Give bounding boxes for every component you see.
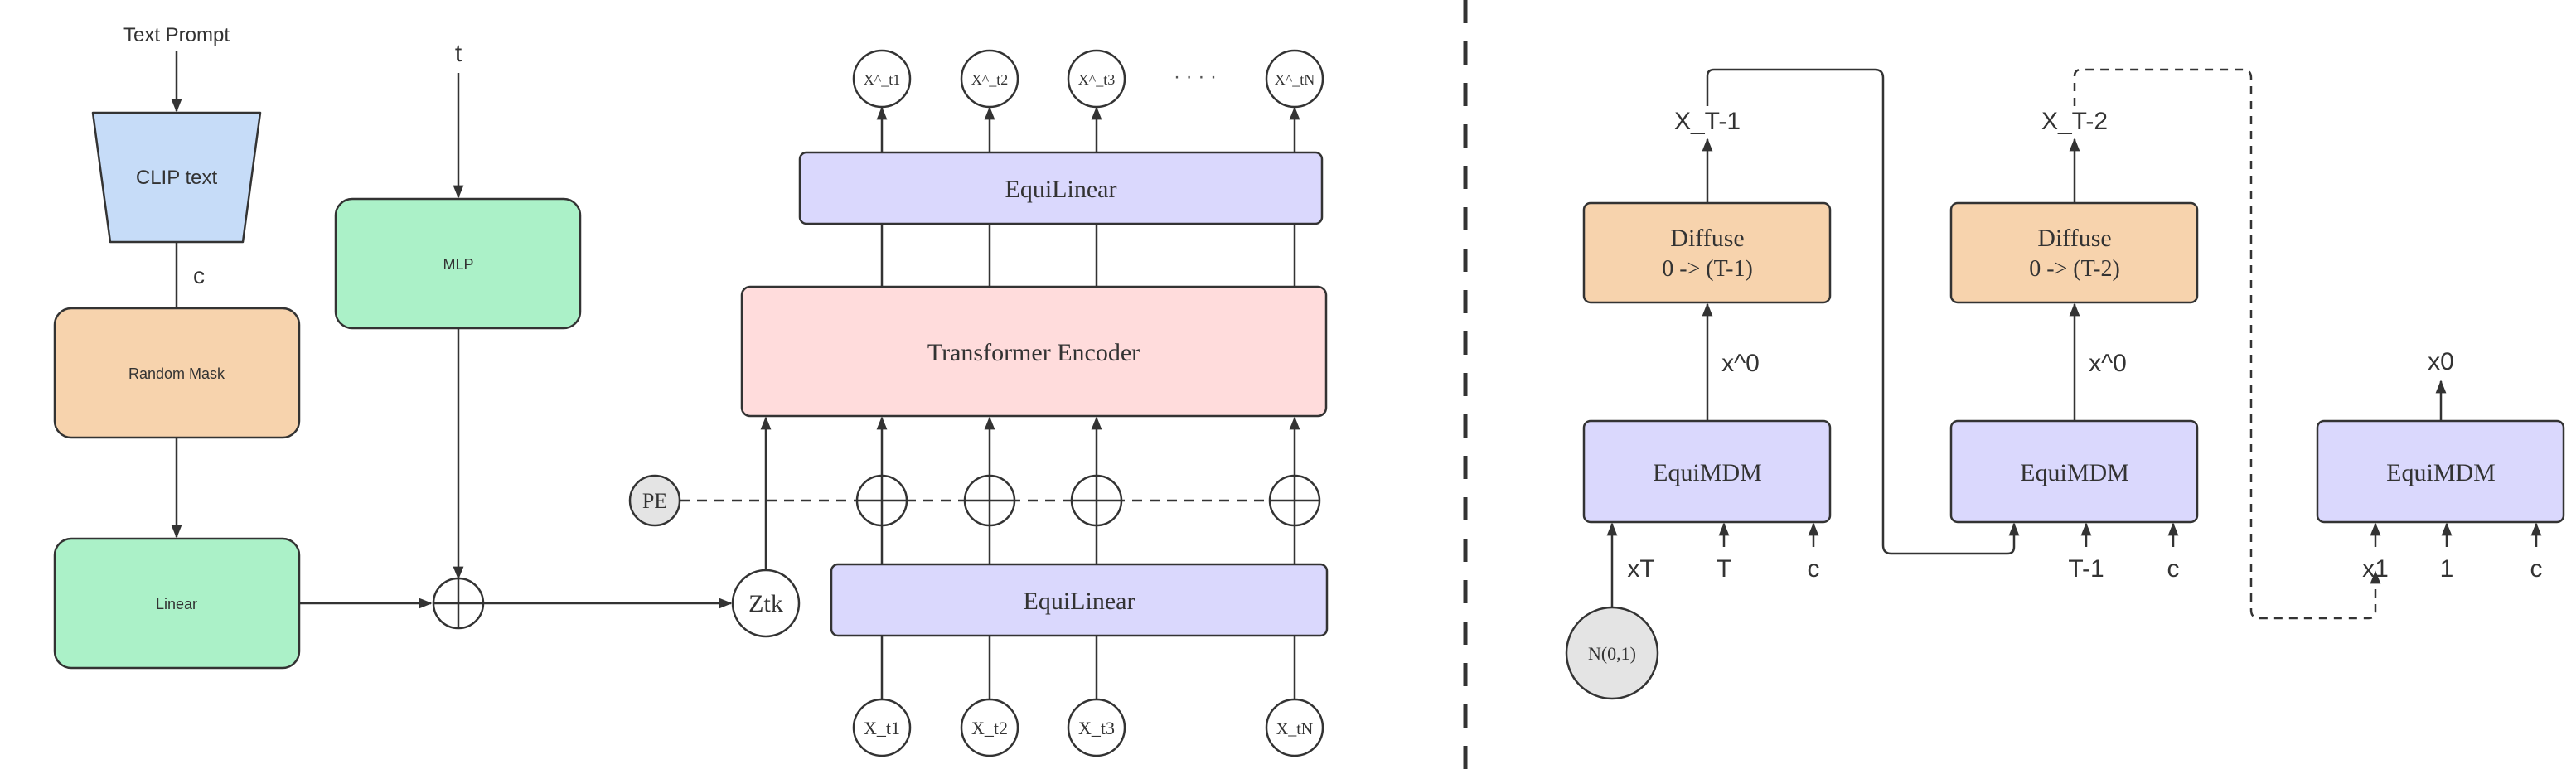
- clip-text-box: [91, 111, 262, 244]
- svg-text:X^_t3: X^_t3: [1078, 71, 1115, 88]
- svg-text:EquiMDM: EquiMDM: [1653, 459, 1762, 486]
- svg-text:0 -> (T-2): 0 -> (T-2): [2029, 256, 2120, 282]
- right-panel: X_T-1 Diffuse 0 -> (T-1) x^0 EquiMDM xT …: [1565, 68, 2565, 700]
- c-label: c: [193, 263, 205, 288]
- svg-text:Diffuse: Diffuse: [1670, 225, 1744, 252]
- stage1-input-c: c: [1808, 555, 1820, 583]
- svg-text:X^_t2: X^_t2: [971, 71, 1008, 88]
- input-node-2: X_t2: [960, 698, 1019, 757]
- input-node-1: X_t1: [852, 698, 912, 757]
- linear-label: Linear: [156, 596, 197, 612]
- stage3-input-1: 1: [2440, 555, 2454, 583]
- svg-text:X^_tN: X^_tN: [1275, 71, 1315, 88]
- svg-text:X_t1: X_t1: [864, 718, 900, 738]
- svg-text:EquiMDM: EquiMDM: [2386, 459, 2496, 486]
- output-node-1: X^_t1: [852, 49, 912, 109]
- svg-text:0 -> (T-1): 0 -> (T-1): [1662, 256, 1753, 282]
- output-ellipsis: · · · ·: [1174, 65, 1217, 88]
- equilinear-bottom-label: EquiLinear: [1024, 588, 1135, 615]
- stage1-equimdm-box: [1582, 419, 1832, 524]
- input-node-n: X_tN: [1265, 698, 1324, 757]
- stage3-equimdm-box: [2316, 419, 2565, 524]
- stage1-input-xt: xT: [1627, 555, 1654, 583]
- stage2-x0-label: x^0: [2089, 350, 2127, 377]
- stage1-output-label: X_T-1: [1674, 108, 1741, 135]
- text-prompt-label: Text Prompt: [123, 24, 230, 46]
- svg-text:Diffuse: Diffuse: [2037, 225, 2111, 252]
- stage2-input-c: c: [2167, 555, 2180, 583]
- stage2-equimdm-box: [1949, 419, 2199, 524]
- svg-text:EquiMDM: EquiMDM: [2020, 459, 2129, 486]
- stage1-x0-label: x^0: [1721, 350, 1760, 377]
- token-column-n: [1268, 106, 1321, 699]
- svg-text:X^_t1: X^_t1: [864, 71, 900, 88]
- stage3-output-label: x0: [2428, 348, 2454, 375]
- mlp-label: MLP: [443, 256, 473, 273]
- svg-text:X_t2: X_t2: [971, 718, 1008, 738]
- transformer-encoder-label: Transformer Encoder: [927, 339, 1140, 366]
- equilinear-top-box: [798, 151, 1324, 225]
- stage3-input-c: c: [2530, 555, 2543, 583]
- output-node-n: X^_tN: [1265, 49, 1324, 109]
- equilinear-top-label: EquiLinear: [1005, 176, 1117, 203]
- stage-1: X_T-1 Diffuse 0 -> (T-1) x^0 EquiMDM xT …: [1582, 108, 1832, 583]
- equilinear-bottom-box: [830, 563, 1329, 637]
- svg-text:X_tN: X_tN: [1276, 720, 1313, 738]
- stage2-output-label: X_T-2: [2041, 108, 2108, 135]
- ztk-label: Ztk: [748, 590, 783, 617]
- svg-text:X_t3: X_t3: [1078, 718, 1115, 738]
- token-column-3: [1070, 106, 1123, 699]
- transformer-encoder-box: [740, 285, 1328, 418]
- output-node-3: X^_t3: [1067, 49, 1126, 109]
- stage1-diffuse-box: [1582, 201, 1832, 304]
- add-op-condition: [432, 577, 485, 630]
- noise-label: N(0,1): [1588, 643, 1636, 664]
- t-label: t: [455, 40, 462, 67]
- stage-3: x0 EquiMDM x1 1 c: [2316, 348, 2565, 583]
- connector-stage2-stage3: [2073, 68, 2381, 620]
- stage3-input-x1: x1: [2362, 555, 2389, 583]
- input-node-3: X_t3: [1067, 698, 1126, 757]
- random-mask-label: Random Mask: [128, 365, 225, 382]
- stage2-input-t1: T-1: [2068, 555, 2104, 583]
- connector-stage1-stage2: [1706, 68, 2020, 555]
- token-column-1: [855, 106, 908, 699]
- output-node-2: X^_t2: [960, 49, 1019, 109]
- left-panel: Text Prompt CLIP text c Random Mask Line…: [53, 24, 1329, 757]
- clip-text-label: CLIP text: [136, 167, 218, 189]
- stage-2: X_T-2 Diffuse 0 -> (T-2) x^0 EquiMDM T-1…: [1949, 108, 2199, 583]
- stage2-diffuse-box: [1949, 201, 2199, 304]
- pe-label: PE: [642, 489, 667, 513]
- stage1-input-t: T: [1717, 555, 1731, 583]
- token-column-2: [963, 106, 1016, 699]
